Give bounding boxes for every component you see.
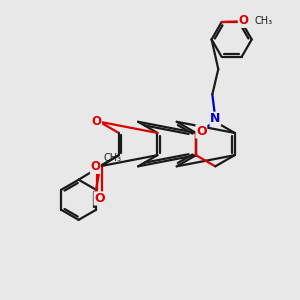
Text: CH₃: CH₃ bbox=[103, 153, 122, 163]
Text: O: O bbox=[90, 160, 100, 173]
Text: CH₃: CH₃ bbox=[254, 16, 272, 26]
Text: O: O bbox=[196, 125, 207, 138]
Text: N: N bbox=[210, 112, 220, 125]
Text: O: O bbox=[238, 14, 248, 27]
Text: O: O bbox=[94, 192, 105, 205]
Text: O: O bbox=[92, 115, 101, 128]
